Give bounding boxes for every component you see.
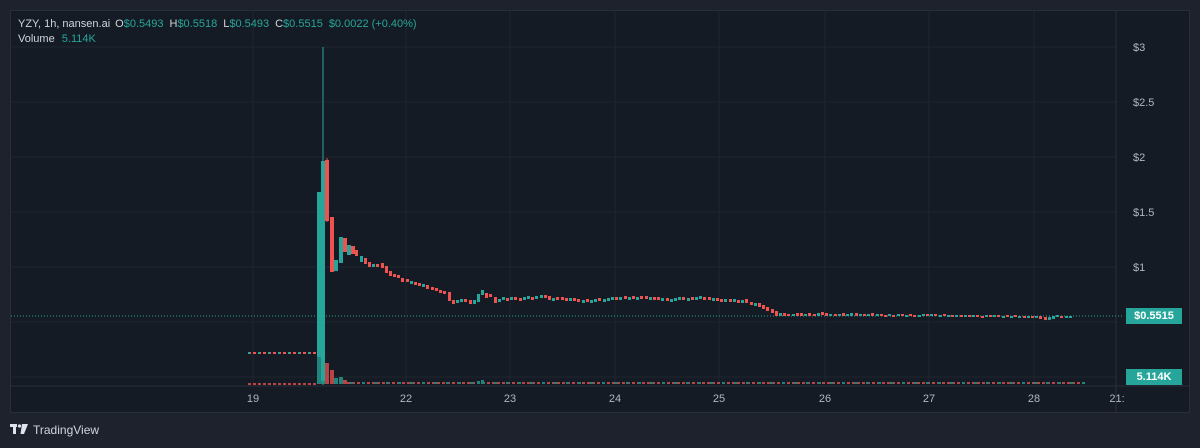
time-tick: 19 xyxy=(247,393,259,405)
tradingview-logo-icon xyxy=(10,422,28,437)
low-label: L xyxy=(223,18,230,30)
time-tick: 21: xyxy=(1109,393,1124,405)
time-tick: 28 xyxy=(1028,393,1040,405)
open-value: $0.5493 xyxy=(123,18,164,30)
high-label: H xyxy=(169,18,178,30)
current-price-badge: $0.5515 xyxy=(1126,308,1182,324)
time-tick: 22 xyxy=(400,393,412,405)
volume-label[interactable]: Volume xyxy=(18,33,55,45)
time-tick: 27 xyxy=(923,393,935,405)
time-tick: 24 xyxy=(609,393,621,405)
grid-lines xyxy=(11,11,1116,384)
high-value: $0.5518 xyxy=(177,18,218,30)
close-label: C xyxy=(275,18,284,30)
brand-name: TradingView xyxy=(33,422,100,437)
open-label: O xyxy=(115,18,124,30)
time-tick: 25 xyxy=(713,393,725,405)
ohlc-row: YZY, 1h, nansen.ai O$0.5493 H$0.5518 L$0.54… xyxy=(18,17,417,32)
price-axis[interactable]: $3 $2.5 $2 $1.5 $1 xyxy=(1133,42,1154,274)
chart-legend: YZY, 1h, nansen.ai O$0.5493 H$0.5518 L$0.54… xyxy=(18,17,417,47)
time-axis[interactable]: 19 22 23 24 25 26 27 28 21: xyxy=(247,393,1125,405)
price-tick: $3 xyxy=(1133,42,1145,54)
price-tick: $2 xyxy=(1133,152,1145,164)
symbol-title[interactable]: YZY, 1h, nansen.ai xyxy=(18,18,111,30)
price-tick: $1.5 xyxy=(1133,207,1154,219)
close-value: $0.5515 xyxy=(283,18,323,30)
candles xyxy=(317,47,1072,385)
volume-value: 5.114K xyxy=(61,33,96,45)
volume-bars xyxy=(248,292,1085,385)
price-tick: $2.5 xyxy=(1133,97,1154,109)
price-tick: $1 xyxy=(1133,262,1145,274)
tradingview-branding[interactable]: TradingView xyxy=(10,422,99,437)
volume-row: Volume 5.114K xyxy=(18,32,417,47)
change-value: $0.0022 (+0.40%) xyxy=(328,18,417,30)
time-tick: 23 xyxy=(504,393,516,405)
time-tick: 26 xyxy=(819,393,831,405)
low-value: $0.5493 xyxy=(229,18,270,30)
current-volume-badge: 5.114K xyxy=(1126,369,1182,385)
